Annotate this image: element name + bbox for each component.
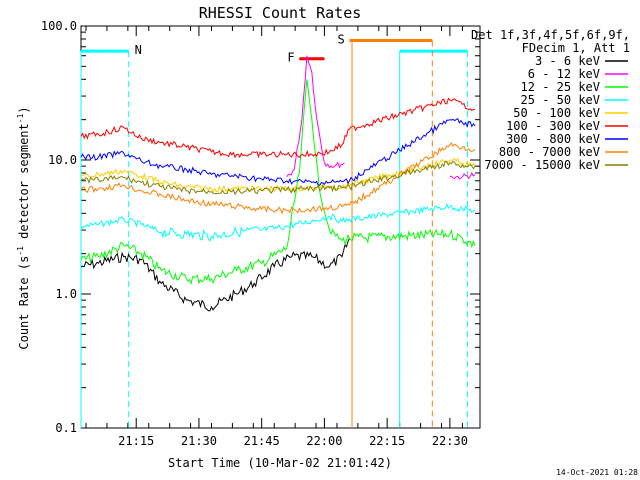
series-line [80,79,476,286]
annotation-layer: N F S [80,32,468,428]
y-tick-label: 0.1 [55,421,77,435]
series-line [80,142,476,215]
series-line [80,238,350,312]
ylabel-sup1: -1 [16,246,25,256]
flag-N-label: N [135,43,142,57]
legend-label: 12 - 25 keV [521,80,600,94]
x-tick-label: 21:30 [181,434,217,448]
flag-S-label: S [338,32,345,46]
x-tick-label: 21:45 [244,434,280,448]
timestamp: 14-Oct-2021 01:28 [556,468,638,477]
ylabel-part3: ) [17,106,31,113]
series-line [80,97,476,159]
legend-label: 25 - 50 keV [521,93,600,107]
flag-F-label: F [287,51,294,65]
legend-label: 300 - 800 keV [506,132,600,146]
x-tick-label: 22:15 [369,434,405,448]
y-tick-label: 1.0 [55,287,77,301]
axes-ticks: 0.1 1.0 10.0 100.0 21:15 21:30 21:45 22:00 22:15… [41,19,480,448]
chart-title: RHESSI Count Rates [199,4,362,22]
series-line [80,117,476,186]
legend-label: 50 - 100 keV [513,106,600,120]
y-axis-label: Count Rate (s-1 detector segment-1) [16,106,31,349]
x-tick-label: 21:15 [118,434,154,448]
y-tick-label: 100.0 [41,19,77,33]
ylabel-part1: Count Rate (s [17,256,31,350]
series-line [80,157,476,193]
ylabel-sup2: -1 [16,113,25,123]
legend: Det 1f,3f,4f,5f,6f,9f, FDecim 1, Att 1 3… [471,28,630,172]
series-line [286,55,345,178]
y-tick-label: 10.0 [48,153,77,167]
legend-header-1: Det 1f,3f,4f,5f,6f,9f, [471,28,630,42]
legend-label: 6 - 12 keV [528,67,600,81]
series-layer [80,55,476,312]
legend-header-2: FDecim 1, Att 1 [522,41,630,55]
svg-text:Count Rate (s-1 detector segme: Count Rate (s-1 detector segment-1) [16,106,31,349]
series-line [449,171,476,180]
x-tick-label: 22:30 [432,434,468,448]
legend-label: 100 - 300 keV [506,119,600,133]
series-line [80,160,476,196]
legend-label: 7000 - 15000 keV [484,158,600,172]
ylabel-part2: detector segment [17,123,31,246]
x-tick-label: 22:00 [306,434,342,448]
legend-label: 3 - 6 keV [535,54,600,68]
x-axis-label: Start Time (10-Mar-02 21:01:42) [168,456,392,470]
legend-label: 800 - 7000 keV [499,145,600,159]
series-line [80,203,476,242]
